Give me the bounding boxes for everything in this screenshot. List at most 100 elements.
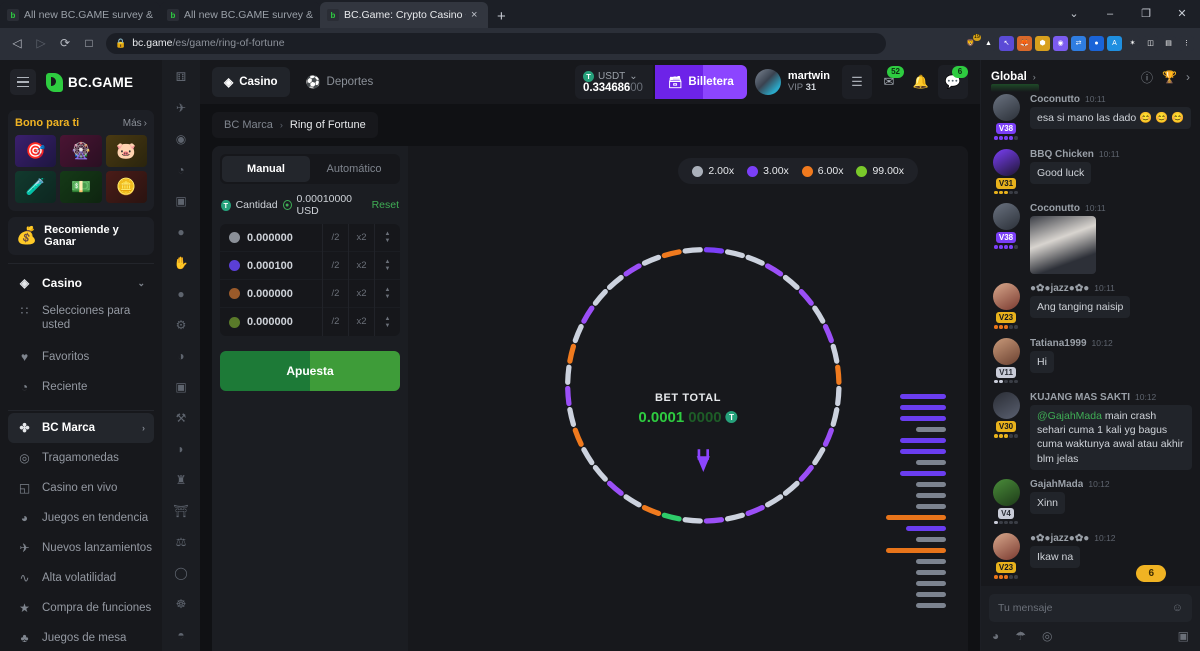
legend-item[interactable]: 6.00x bbox=[801, 165, 843, 177]
chevron-down-icon[interactable]: ⌄ bbox=[629, 70, 638, 82]
bet-row[interactable]: 0.000100/2 x2 ▲ ▼ bbox=[220, 251, 400, 280]
user-profile-chip[interactable]: martwin VIP 31 bbox=[749, 65, 840, 99]
halve-button[interactable]: /2 bbox=[322, 224, 348, 252]
sidebar-item-tragamonedas[interactable]: ◎ Tragamonedas bbox=[8, 443, 154, 473]
spiral-target-tile[interactable]: 🎯 bbox=[15, 135, 57, 167]
nav-casino-tab[interactable]: ◈ Casino bbox=[212, 67, 290, 97]
balance-display[interactable]: T USDT ⌄ 0.33468600 bbox=[575, 65, 653, 99]
coin-rail-icon[interactable]: ◉ bbox=[175, 132, 187, 146]
wallet-button[interactable]: 🗃 Billetera bbox=[654, 65, 747, 99]
chat-username[interactable]: Coconutto bbox=[1030, 94, 1080, 105]
phantom-wallet-icon[interactable]: ◉ bbox=[1053, 35, 1068, 51]
stepper[interactable]: ▲ ▼ bbox=[374, 251, 400, 280]
trophy-icon[interactable]: 🏆 bbox=[1162, 70, 1177, 84]
tab-manual[interactable]: Manual bbox=[222, 156, 310, 182]
info-icon[interactable]: ● bbox=[282, 200, 292, 210]
gear-rail-icon[interactable]: ⚙ bbox=[175, 318, 187, 332]
double-button[interactable]: x2 bbox=[348, 224, 374, 252]
stepper[interactable]: ▲ ▼ bbox=[374, 224, 400, 252]
stepper-down-icon[interactable]: ▼ bbox=[384, 238, 391, 244]
money-tile[interactable]: 💵 bbox=[60, 171, 102, 203]
rocket-rail-icon[interactable]: ✈ bbox=[175, 101, 187, 115]
browser-tab-active[interactable]: b BC.Game: Crypto Casino Games B × bbox=[320, 2, 488, 28]
stepper-down-icon[interactable]: ▼ bbox=[384, 322, 391, 329]
minimize-icon[interactable]: – bbox=[1106, 8, 1114, 20]
sidebar-item-casino[interactable]: ◈ Casino ⌄ bbox=[8, 266, 154, 300]
bell-icon[interactable]: 🔔 bbox=[912, 74, 930, 89]
chat-avatar[interactable] bbox=[992, 203, 1020, 230]
bet-row[interactable]: 0.000000/2 x2 ▲ ▼ bbox=[220, 279, 400, 308]
tower-rail-icon[interactable]: ♜ bbox=[175, 473, 187, 487]
chat-input[interactable]: Tu mensaje ☺ bbox=[989, 594, 1192, 622]
chat-avatar[interactable] bbox=[992, 337, 1020, 365]
new-tab-button[interactable]: + bbox=[497, 8, 506, 25]
stepper-up-icon[interactable]: ▲ bbox=[384, 259, 391, 265]
brave-shields-icon[interactable]: 🦁 19 bbox=[963, 33, 981, 51]
shield-rail-icon[interactable]: ◗ bbox=[177, 442, 185, 456]
chat-avatar[interactable] bbox=[992, 283, 1020, 310]
bottle-rail-icon[interactable]: ⚖ bbox=[175, 535, 187, 549]
nav-sports-tab[interactable]: ⚽ Deportes bbox=[294, 67, 386, 97]
sidebar-item-juegos-de-mesa[interactable]: ♣ Juegos de mesa bbox=[8, 623, 154, 651]
bonus-more-link[interactable]: Más › bbox=[123, 118, 147, 129]
forward-icon[interactable]: ▷ bbox=[36, 36, 46, 50]
chat-username[interactable]: BBQ Chicken bbox=[1030, 148, 1094, 160]
chat-toggle-icon[interactable]: 💬 6 bbox=[938, 65, 968, 99]
hand-rail-icon[interactable]: ✋ bbox=[173, 256, 189, 270]
piggy-bank-tile[interactable]: 🐷 bbox=[105, 135, 147, 167]
chat-username[interactable]: ●✿●jazz●✿● bbox=[1030, 533, 1090, 545]
sidebar-item-reciente[interactable]: ◔ Reciente bbox=[8, 372, 154, 402]
metamask-icon[interactable]: ⬢ bbox=[1035, 35, 1050, 51]
extensions-puzzle-icon[interactable]: ✶ bbox=[1125, 35, 1140, 51]
mine-rail-icon[interactable]: ☸ bbox=[175, 597, 187, 611]
close-window-icon[interactable]: ✕ bbox=[1177, 8, 1187, 20]
browser-menu-icon[interactable]: ⋮ bbox=[1179, 35, 1194, 51]
chat-username[interactable]: ●✿●jazz●✿● bbox=[1030, 283, 1090, 294]
rain-tool-icon[interactable]: ☂ bbox=[1015, 629, 1027, 643]
sidebar-item-favoritos[interactable]: ♥ Favoritos bbox=[8, 342, 154, 372]
sidebar-icon[interactable]: ◫ bbox=[1143, 35, 1158, 51]
bet-row[interactable]: 0.000000/2 x2 ▲ ▼ bbox=[220, 308, 400, 336]
hamburger-icon[interactable] bbox=[10, 69, 36, 95]
refer-and-earn-card[interactable]: 💰 Recomiende y Ganar bbox=[8, 217, 154, 255]
hat-rail-icon[interactable]: ◓ bbox=[177, 628, 185, 642]
bet-row[interactable]: 0.000000/2 x2 ▲ ▼ bbox=[220, 224, 400, 252]
potion-tile[interactable]: 🧪 bbox=[15, 171, 57, 203]
stepper-up-icon[interactable]: ▲ bbox=[384, 231, 391, 237]
address-bar[interactable]: 🔒 bc.game/es/game/ring-of-fortune bbox=[106, 32, 886, 54]
translate-icon[interactable]: ⇄ bbox=[1071, 35, 1086, 51]
chat-username[interactable]: Coconutto bbox=[1030, 203, 1080, 214]
tab-automatico[interactable]: Automático bbox=[326, 163, 382, 175]
mask-rail-icon[interactable]: ◑ bbox=[177, 349, 185, 363]
chat-avatar[interactable] bbox=[992, 392, 1020, 419]
sidebar-item-nuevos-lanzamientos[interactable]: ✈ Nuevos lanzamientos bbox=[8, 533, 154, 563]
tab-search-icon[interactable]: ⌄ bbox=[1069, 8, 1079, 20]
sidebar-item-compra-de-funciones[interactable]: ★ Compra de funciones bbox=[8, 593, 154, 623]
halve-button[interactable]: /2 bbox=[322, 279, 348, 308]
sidebar-item-selecciones-para-usted[interactable]: ∷ Selecciones para usted bbox=[8, 300, 154, 342]
wrench-rail-icon[interactable]: ⚒ bbox=[175, 411, 187, 425]
goal-rail-icon[interactable]: ⛩ bbox=[173, 504, 189, 518]
sidebar-item-bc-marca[interactable]: ✤ BC Marca › bbox=[8, 413, 154, 443]
chat-username[interactable]: KUJANG MAS SAKTI bbox=[1030, 392, 1131, 403]
sidebar-item-alta-volatilidad[interactable]: ∿ Alta volatilidad bbox=[8, 563, 154, 593]
collapse-chat-icon[interactable]: › bbox=[1186, 70, 1190, 84]
chat-avatar[interactable] bbox=[992, 148, 1020, 176]
blue-circle-extension-icon[interactable]: ● bbox=[1089, 35, 1104, 51]
warning-icon[interactable]: ▲ bbox=[981, 35, 996, 51]
gif-tool-icon[interactable]: ◕ bbox=[992, 629, 1000, 643]
bet-button[interactable]: Apuesta bbox=[220, 351, 400, 391]
bookmark-icon[interactable]: □ bbox=[85, 36, 93, 50]
chat-avatar[interactable] bbox=[992, 533, 1020, 561]
chat-messages[interactable]: V38 Coconutto 10:11 esa si mano las dado 😊 … bbox=[981, 94, 1200, 586]
list-menu-icon[interactable]: ☰ bbox=[842, 65, 872, 99]
slot-rail-icon[interactable]: ▣ bbox=[175, 194, 187, 208]
chat-avatar[interactable] bbox=[992, 478, 1020, 506]
double-button[interactable]: x2 bbox=[348, 251, 374, 280]
bomb-rail-icon[interactable]: ● bbox=[177, 287, 185, 301]
reset-button[interactable]: Reset bbox=[371, 199, 399, 211]
browser-tab[interactable]: b All new BC.GAME survey & feedback r bbox=[160, 2, 320, 28]
stepper[interactable]: ▲ ▼ bbox=[374, 279, 400, 308]
emoji-icon[interactable]: ☺ bbox=[1171, 602, 1183, 614]
coin-tile[interactable]: 🪙 bbox=[105, 171, 147, 203]
